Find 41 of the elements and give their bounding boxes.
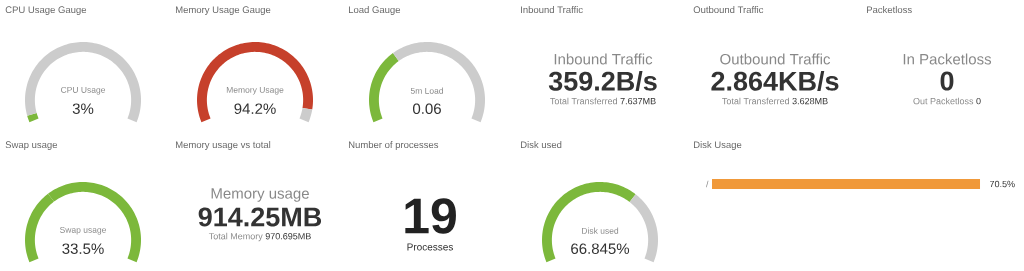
text: In Packetloss [903,53,992,65]
text: 0 [976,97,981,105]
text: 359.2B/s [548,70,657,92]
text: Outbound Traffic [720,53,831,65]
text: 7.637MB [620,97,656,105]
text: 2.864KB/s [711,70,839,92]
text: 0 [940,71,954,91]
text: Packetloss [866,6,912,14]
text: Inbound Traffic [554,53,653,65]
text: Memory Usage [226,86,284,95]
text: Total Transferred [550,97,618,105]
text: Out Packetloss [913,97,974,105]
chart-title: Load Gauge [348,6,401,15]
text: Disk used [582,227,619,234]
data-label: 70.5% [990,180,1015,188]
chart-title: Memory Usage Gauge [175,6,271,15]
text: 3% [72,103,94,114]
text: Swap usage [60,226,106,235]
text: 0.06 [412,103,441,114]
text: 94.2% [234,103,276,114]
y-tick-label: / [705,180,709,188]
text: 5m Load [410,87,443,94]
text: Number of processes [348,141,439,150]
text: Memory usage vs total [175,141,271,150]
chart-title: Swap usage [5,141,58,150]
chart-title: CPU Usage Gauge [5,6,87,15]
text: Memory usage [211,188,309,202]
text: 33.5% [62,243,104,254]
chart-title: Disk Usage [693,141,742,150]
text: 66.845% [571,243,630,254]
chart-title: Disk used [520,141,562,149]
text: CPU Usage [61,86,106,95]
text: 970.695MB [265,233,311,240]
text: Total Memory [208,232,263,242]
text: 3.628MB [792,97,828,105]
text: Outbound Traffic [693,6,764,14]
text: 19 [405,198,456,234]
text: Total Transferred [722,97,790,105]
text: Processes [407,243,453,251]
text: 914.25MB [198,207,322,227]
text: Inbound Traffic [521,6,583,14]
